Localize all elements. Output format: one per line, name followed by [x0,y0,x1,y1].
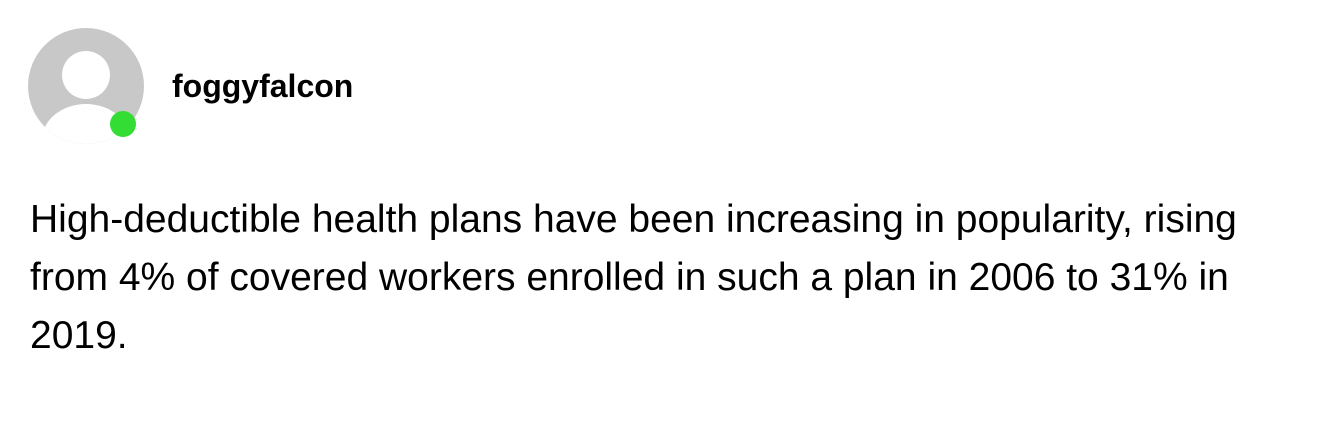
username[interactable]: foggyfalcon [172,68,354,104]
default-user-avatar-icon [28,28,144,144]
post-text: High-deductible health plans have been i… [30,198,1237,357]
online-status-dot [110,111,136,137]
avatar[interactable] [28,28,144,144]
